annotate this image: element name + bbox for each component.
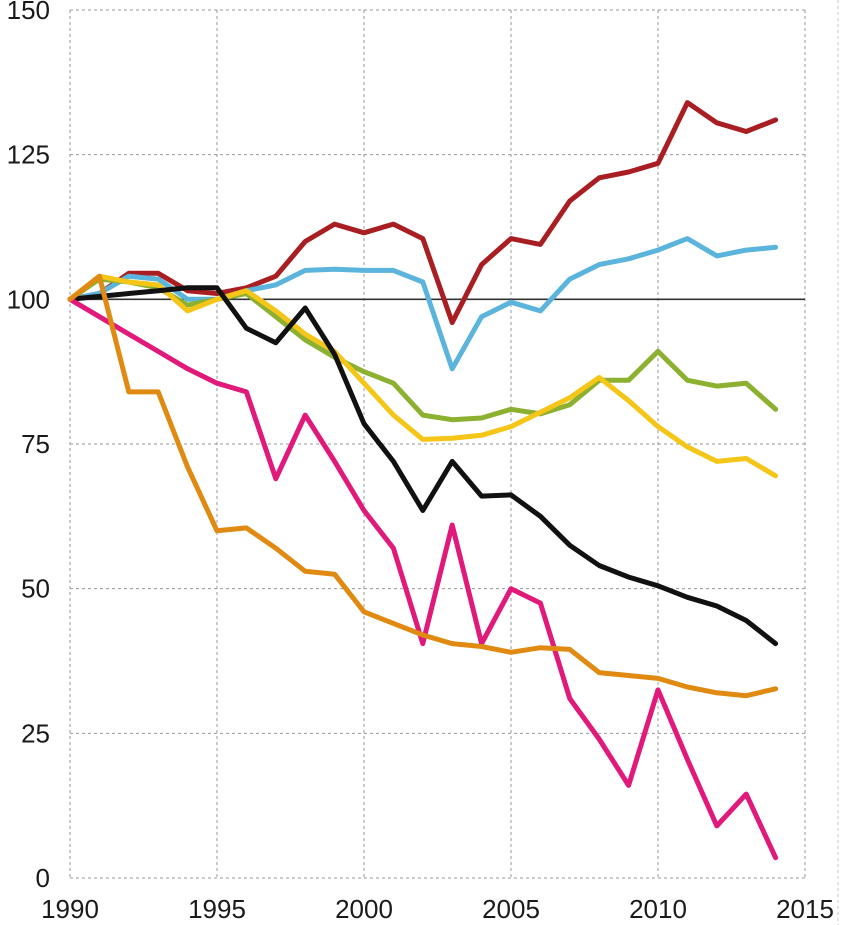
series-line-4 bbox=[67, 273, 779, 479]
x-tick-label: 1995 bbox=[188, 894, 246, 924]
series-line-2 bbox=[67, 236, 779, 372]
grid bbox=[69, 9, 806, 879]
y-tick-label: 125 bbox=[7, 140, 50, 170]
x-tick-label: 2000 bbox=[335, 894, 393, 924]
x-tick-label: 2015 bbox=[776, 894, 834, 924]
x-tick-label: 2010 bbox=[629, 894, 687, 924]
tick-labels: 1990 1995 2000 2005 2010 2015 0 25 50 75 100 125 150 bbox=[7, 0, 834, 924]
y-tick-label: 50 bbox=[21, 574, 50, 604]
series-line-6 bbox=[67, 296, 779, 861]
y-tick-label: 150 bbox=[7, 0, 50, 25]
x-tick-label: 1990 bbox=[41, 894, 99, 924]
y-tick-label: 100 bbox=[7, 284, 50, 314]
x-tick-label: 2005 bbox=[482, 894, 540, 924]
series-line-3 bbox=[67, 276, 779, 423]
series-line-7 bbox=[67, 273, 779, 699]
y-tick-label: 25 bbox=[21, 718, 50, 748]
series-line-1 bbox=[67, 100, 779, 325]
y-tick-label: 0 bbox=[36, 863, 50, 893]
y-tick-label: 75 bbox=[21, 429, 50, 459]
series-lines bbox=[67, 100, 779, 861]
series-line-5 bbox=[67, 285, 779, 647]
